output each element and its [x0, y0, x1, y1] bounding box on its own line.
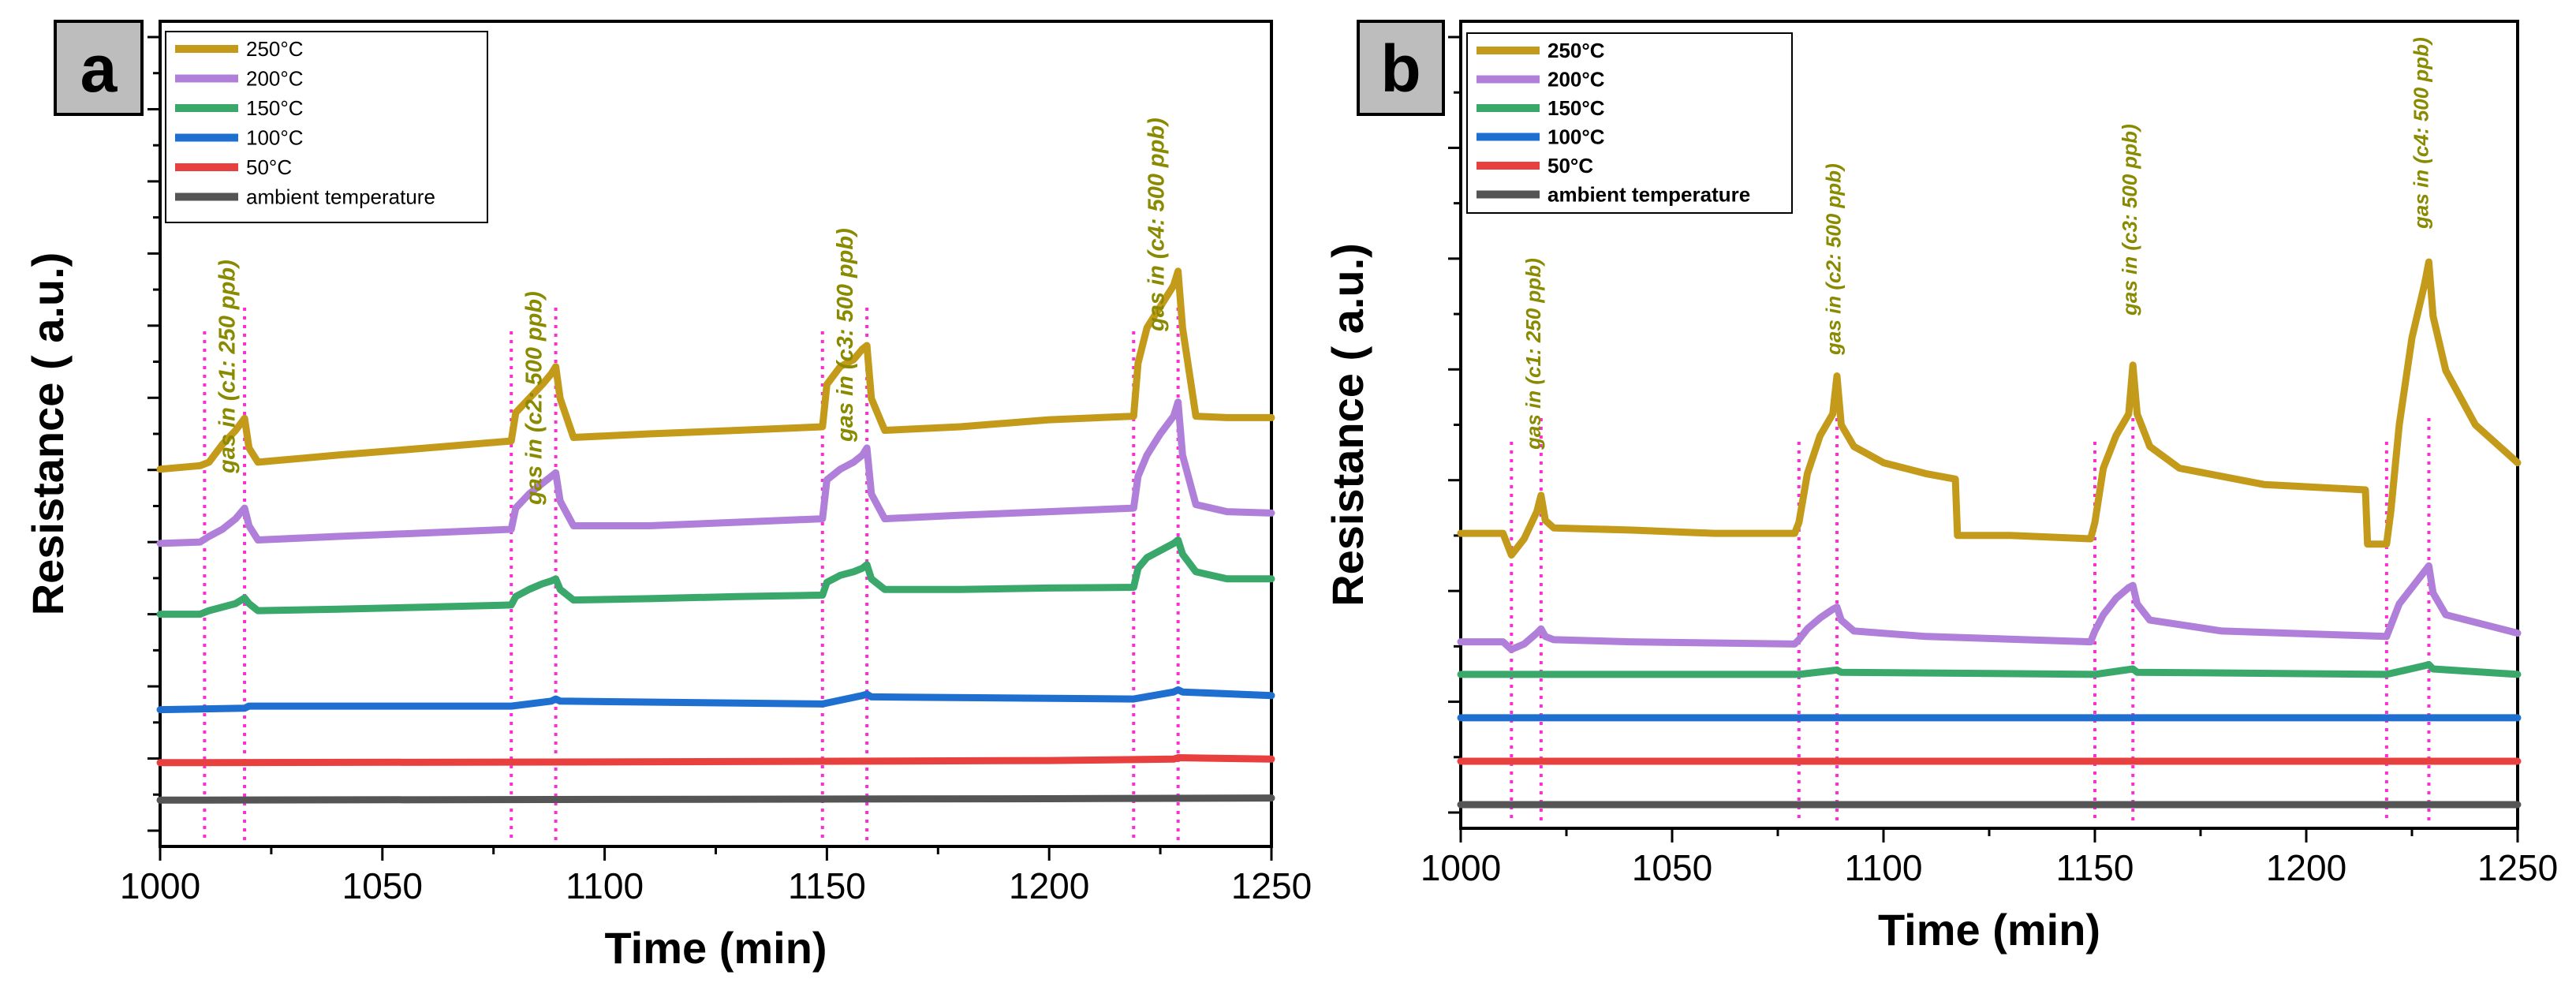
legend-box	[165, 31, 488, 223]
annotation-label: gas in (c2: 500 ppb)	[1822, 163, 1846, 356]
legend-entry: 250°C	[246, 37, 304, 61]
x-tick-label: 1250	[1231, 865, 1312, 906]
series-line-100-c	[156, 686, 1275, 714]
legend-entry: 150°C	[1547, 96, 1605, 120]
series-line-50-c	[156, 754, 1275, 767]
annotation-label: gas in (c2: 500 ppb)	[521, 291, 547, 506]
x-axis-title: Time (min)	[604, 923, 827, 973]
panel-label-box	[54, 20, 144, 116]
x-axis-title: Time (min)	[1878, 905, 2100, 955]
series-line-200-c	[156, 398, 1275, 547]
legend-entry: 50°C	[246, 155, 292, 179]
annotation-label: gas in (c1: 250 ppb)	[215, 260, 241, 474]
panel-label: b	[1380, 32, 1421, 106]
series-line-200-c	[1457, 562, 2522, 653]
legend-entry: 200°C	[246, 67, 304, 91]
chart-panel-b: 1000 1050 1100 1150 1200 1250 Time (min) Resist…	[1323, 20, 2558, 955]
panel-label: a	[80, 32, 118, 106]
y-axis-title: Resistance ( a.u.)	[23, 252, 73, 616]
series-line-250-c	[1457, 258, 2522, 559]
x-tick-label: 1100	[566, 865, 644, 906]
legend-entry: 50°C	[1547, 154, 1593, 177]
chart-panel-a: 1000 1050 1100 1150 1200 1250 Time (min) Resist…	[23, 20, 1312, 973]
x-tick-label: 1150	[2056, 847, 2134, 888]
annotation-label: gas in (c4: 500 ppb)	[2410, 37, 2433, 230]
legend-box	[1466, 32, 1793, 214]
x-tick-label: 1250	[2477, 847, 2558, 888]
annotation-label: gas in (c4: 500 ppb)	[1144, 118, 1169, 332]
x-tick-label: 1200	[1009, 865, 1089, 906]
x-tick-label: 1150	[788, 865, 866, 906]
legend-entry: 200°C	[1547, 68, 1605, 92]
legend-entry: 250°C	[1547, 39, 1605, 62]
series-line-150-c	[156, 536, 1275, 618]
legend-entry: ambient temperature	[1547, 183, 1750, 207]
annotation-label: gas in (c1: 250 ppb)	[1521, 258, 1545, 450]
x-tick-label: 1100	[1845, 847, 1923, 888]
series-line-250-c	[156, 267, 1275, 473]
annotation-label: gas in (c3: 500 ppb)	[833, 228, 858, 443]
x-tick-label: 1050	[1632, 847, 1712, 888]
legend-entry: 150°C	[246, 96, 304, 120]
y-axis-title: Resistance ( a.u.)	[1323, 243, 1372, 607]
x-tick-label: 1200	[2266, 847, 2346, 888]
x-tick-label: 1000	[1421, 847, 1501, 888]
legend-entry: ambient temperature	[246, 185, 435, 209]
legend-entry: 100°C	[246, 126, 304, 150]
x-tick-label: 1000	[120, 865, 200, 906]
annotation-label: gas in (c3: 500 ppb)	[2118, 124, 2141, 316]
x-tick-label: 1050	[342, 865, 423, 906]
panel-label-box	[1357, 20, 1445, 116]
series-line-ambient-temperature	[156, 794, 1275, 804]
series-line-150-c	[1457, 661, 2522, 678]
legend-entry: 100°C	[1547, 125, 1605, 149]
